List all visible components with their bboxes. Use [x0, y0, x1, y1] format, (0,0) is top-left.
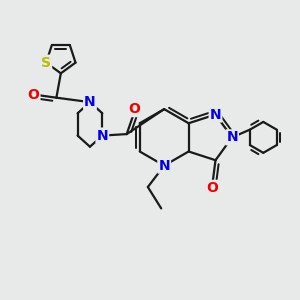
Text: N: N: [84, 95, 96, 109]
Text: S: S: [41, 56, 51, 70]
Text: O: O: [128, 102, 140, 116]
Text: O: O: [207, 181, 218, 195]
Text: O: O: [28, 88, 39, 102]
Text: N: N: [210, 107, 221, 122]
Text: N: N: [158, 159, 170, 172]
Text: N: N: [226, 130, 238, 144]
Text: N: N: [97, 129, 108, 142]
